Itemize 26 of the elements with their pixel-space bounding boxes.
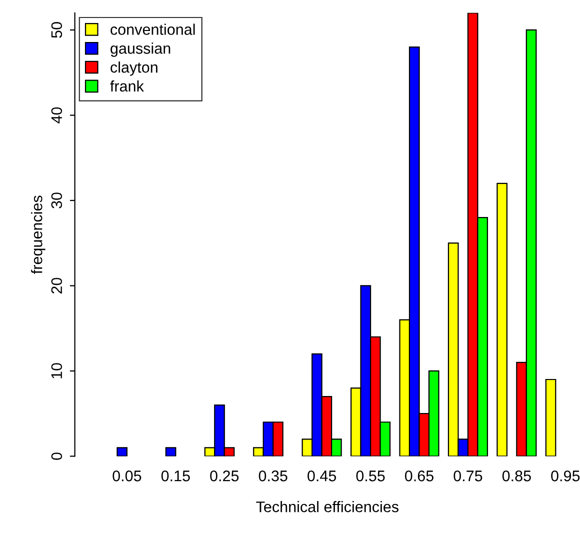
x-tick-label: 0.35 bbox=[258, 470, 288, 482]
x-tick-label: 0.25 bbox=[210, 470, 239, 482]
y-axis-title: frequencies bbox=[31, 196, 46, 274]
y-tick-label: 40 bbox=[51, 107, 62, 124]
y-tick-label: 0 bbox=[51, 452, 62, 460]
x-tick-label: 0.05 bbox=[112, 470, 142, 482]
x-tick-label: 0.75 bbox=[454, 470, 482, 482]
x-tick-label: 0.65 bbox=[404, 470, 434, 482]
y-tick-label: 50 bbox=[51, 22, 62, 38]
legend-label: clayton bbox=[110, 62, 158, 76]
legend-label: gaussian bbox=[110, 42, 170, 57]
x-tick-label: 0.95 bbox=[551, 470, 580, 482]
x-tick-label: 0.15 bbox=[161, 470, 190, 482]
bar bbox=[496, 182, 508, 456]
bar bbox=[545, 378, 556, 456]
y-tick-label: 30 bbox=[51, 192, 62, 208]
x-tick-label: 0.45 bbox=[308, 470, 336, 482]
bar bbox=[116, 447, 128, 456]
x-tick-label: 0.85 bbox=[502, 470, 531, 482]
legend-label: conventional bbox=[110, 24, 195, 35]
legend-label: frank bbox=[110, 80, 144, 92]
bar bbox=[165, 447, 176, 456]
x-axis-title: Technical efficiencies bbox=[256, 501, 398, 512]
x-tick-label: 0.55 bbox=[356, 470, 385, 482]
y-tick-label: 10 bbox=[51, 363, 62, 378]
y-tick-label: 20 bbox=[51, 278, 62, 294]
